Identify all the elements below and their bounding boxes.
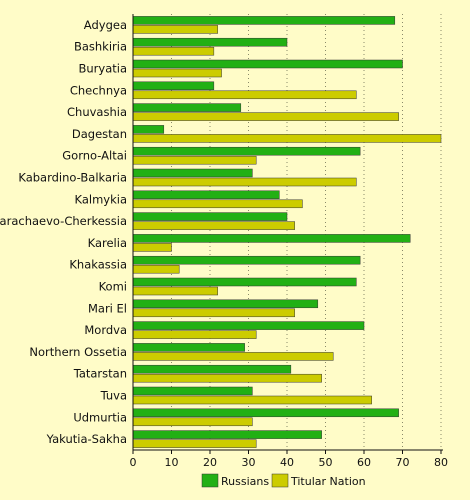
bar-titular-nation (132, 330, 257, 339)
category-label: Komi (99, 280, 127, 294)
category-label: Mari El (88, 301, 127, 315)
x-tick-label: 60 (357, 456, 371, 469)
x-tick-labels: 0 10 20 30 40 50 60 70 80 (130, 450, 448, 469)
bar-russians (132, 255, 361, 265)
x-tick-label: 30 (242, 456, 256, 469)
bar-titular-nation (132, 68, 222, 78)
category-label: Chechnya (70, 83, 127, 97)
category-label: Tuva (100, 389, 127, 403)
x-tick-label: 40 (280, 456, 294, 469)
bar-russians (132, 103, 242, 112)
bar-russians (132, 81, 215, 91)
bar-russians (132, 234, 411, 243)
legend-swatch (201, 473, 219, 488)
bar-russians (132, 37, 288, 47)
bar-titular-nation (132, 352, 334, 361)
bar-titular-nation (132, 155, 257, 165)
bar-titular-nation (132, 417, 253, 427)
bar-russians (132, 59, 403, 69)
category-label: Chuvashia (67, 105, 127, 119)
category-label: Khakassia (69, 258, 127, 272)
bars (132, 16, 442, 448)
bar-russians (132, 321, 365, 330)
bar-russians (132, 146, 361, 156)
bar-titular-nation (132, 199, 303, 209)
bar-titular-nation (132, 243, 172, 252)
bar-titular-nation (132, 221, 295, 230)
bar-titular-nation (132, 286, 218, 296)
legend-swatch (271, 473, 289, 488)
bar-titular-nation (132, 395, 372, 405)
bar-russians (132, 299, 319, 309)
category-label: Tatarstan (73, 367, 127, 381)
legend-label: Titular Nation (290, 475, 366, 488)
bar-titular-nation (132, 177, 357, 187)
legend-label: Russians (221, 475, 269, 488)
category-label: Mordva (84, 323, 127, 337)
bar-russians (132, 430, 322, 439)
category-label: Northern Ossetia (29, 345, 127, 359)
bar-russians (132, 408, 399, 418)
category-label: Yakutia-Sakha (46, 432, 127, 446)
bar-russians (132, 125, 165, 134)
bar-titular-nation (132, 134, 442, 143)
bar-russians (132, 364, 292, 374)
category-label: Gorno-Altai (62, 149, 127, 163)
category-label: Adygea (84, 18, 127, 32)
x-tick-label: 10 (165, 456, 179, 469)
legend-item-titular-nation: Titular Nation (271, 473, 366, 488)
category-label: Kabardino-Balkaria (18, 171, 127, 185)
bar-titular-nation (132, 439, 257, 448)
category-label: Bashkiria (74, 40, 127, 54)
category-label: Karachaevo-Cherkessia (0, 214, 127, 228)
x-tick-label: 50 (319, 456, 333, 469)
legend: Russians Titular Nation (201, 473, 366, 488)
x-tick-label: 20 (203, 456, 217, 469)
bar-russians (132, 343, 245, 352)
category-label: Kalmykia (75, 192, 128, 206)
bar-russians (132, 386, 253, 396)
bar-russians (132, 168, 253, 178)
bar-titular-nation (132, 264, 180, 274)
axes (132, 14, 443, 451)
bar-russians (132, 16, 396, 25)
bar-russians (132, 190, 280, 200)
category-label: Udmurtia (73, 410, 127, 424)
category-label: Karelia (88, 236, 127, 250)
bar-russians (132, 277, 357, 287)
x-tick-label: 0 (130, 456, 137, 469)
category-labels: Adygea Bashkiria Buryatia Chechnya Chuvashia… (0, 18, 127, 446)
bar-titular-nation (132, 90, 357, 100)
bar-titular-nation (132, 373, 322, 383)
bar-titular-nation (132, 25, 218, 34)
x-tick-label: 80 (434, 456, 448, 469)
category-label: Buryatia (78, 62, 127, 76)
bar-titular-nation (132, 112, 399, 121)
bar-russians (132, 212, 288, 221)
bar-titular-nation (132, 308, 295, 318)
legend-item-russians: Russians (201, 473, 269, 488)
bar-titular-nation (132, 46, 215, 56)
x-tick-label: 70 (396, 456, 410, 469)
category-label: Dagestan (72, 127, 127, 141)
